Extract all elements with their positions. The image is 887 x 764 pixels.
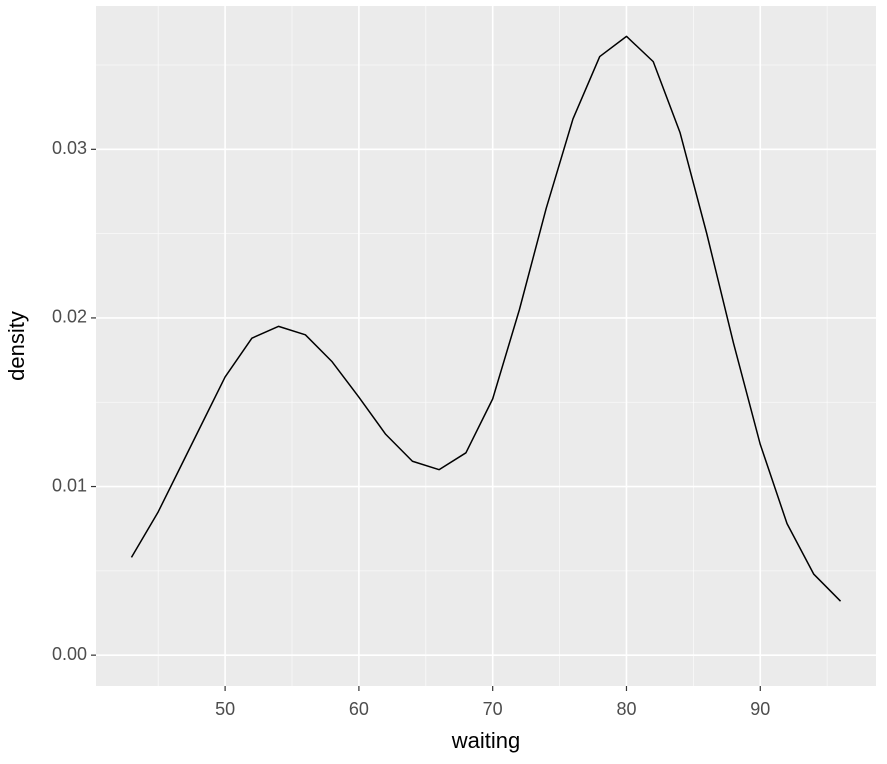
x-tick-label: 80 (616, 699, 636, 719)
x-tick-label: 50 (215, 699, 235, 719)
x-tick-label: 70 (483, 699, 503, 719)
panel (96, 6, 876, 686)
x-tick-label: 90 (750, 699, 770, 719)
x-tick-label: 60 (349, 699, 369, 719)
y-tick-label: 0.03 (52, 138, 87, 158)
y-tick-label: 0.02 (52, 307, 87, 327)
y-tick-label: 0.01 (52, 475, 87, 495)
density-line (130, 35, 842, 602)
y-tick-label: 0.00 (52, 644, 87, 664)
y-axis-title: density (4, 311, 29, 381)
x-axis-title: waiting (451, 728, 520, 753)
